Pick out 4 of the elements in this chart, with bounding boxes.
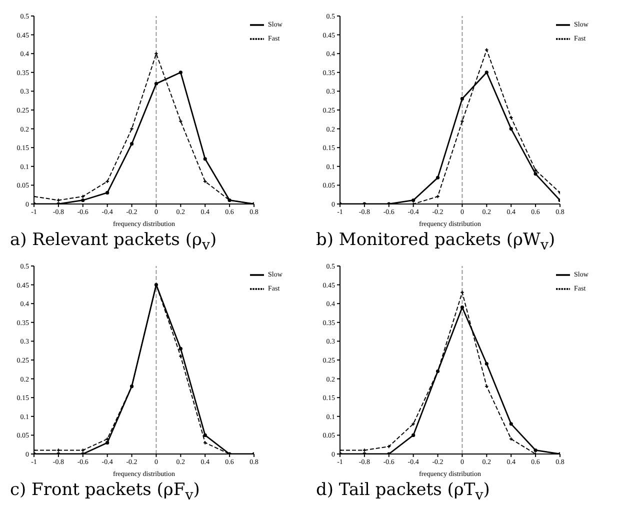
text: d) Tail packets (ρT$_{v}$) [315,480,491,504]
text: b) Monitored packets (ρW$_{v}$) [315,230,556,254]
text: c) Front packets (ρF$_{v}$) [9,480,201,504]
text: a) Relevant packets (ρ$_{v}$) [9,230,218,254]
